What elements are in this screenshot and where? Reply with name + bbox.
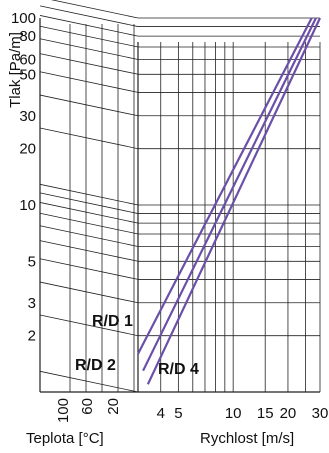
grid-line-temperature (39, 15, 139, 37)
series-label-rd1: R/D 1 (92, 313, 133, 330)
grid-line-temperature (39, 5, 139, 27)
y-tick-label: 100 (11, 10, 36, 27)
grid-line-temperature (39, 370, 139, 393)
grid-line-temperature (39, 225, 139, 247)
series-line-1 (137, 17, 313, 355)
grid-line-temperature (39, 94, 139, 117)
y-tick-label: 2 (28, 328, 36, 345)
temperature-axis-title: Teplota [°C] (26, 430, 104, 447)
grid-line-temperature (39, 202, 139, 224)
y-axis-title: Tlak [Pa/m] (7, 32, 24, 108)
series-label-rd2: R/D 2 (75, 357, 116, 374)
grid-line-temperature (39, 240, 139, 262)
y-tick-label: 30 (19, 108, 36, 125)
grid-line-temperature (39, 53, 139, 75)
temperature-grid (39, 0, 320, 393)
x-tick-label: 10 (225, 405, 242, 422)
grid-line-temperature (39, 314, 139, 337)
grid-line-temperature (39, 127, 139, 150)
temperature-tick-label: 20 (105, 398, 122, 415)
y-tick-label: 3 (28, 295, 36, 312)
series-line-2 (142, 17, 317, 372)
grid-line-temperature (50, 0, 139, 19)
series-line-3 (146, 17, 321, 385)
grid-line-temperature (39, 258, 139, 280)
grid-line-temperature (39, 192, 139, 214)
grid-line-temperature (39, 183, 139, 206)
temperature-tick-label: 100 (55, 398, 72, 423)
x-tick-label: 30 (312, 405, 329, 422)
velocity-grid (137, 17, 321, 393)
y-tick-label: 50 (19, 66, 36, 83)
x-tick-label: 15 (257, 405, 274, 422)
grid-line-temperature (39, 38, 139, 60)
y-tick-label: 20 (19, 141, 36, 158)
y-tick-label: 5 (28, 253, 36, 270)
grid-line-temperature (39, 281, 139, 304)
series-label-rd4: R/D 4 (158, 361, 199, 378)
y-tick-label: 10 (19, 197, 36, 214)
series-layer (137, 17, 321, 385)
grid-line-temperature (39, 71, 139, 93)
grid-line-temperature (39, 25, 139, 48)
grid-line-temperature (39, 212, 139, 235)
x-tick-label: 5 (174, 405, 182, 422)
x-tick-label: 4 (157, 405, 165, 422)
y-tick-label: 60 (19, 51, 36, 68)
x-axis-title: Rychlost [m/s] (200, 430, 294, 447)
x-tick-label: 20 (280, 405, 297, 422)
y-tick-label: 80 (19, 28, 36, 45)
temperature-tick-label: 60 (79, 398, 96, 415)
